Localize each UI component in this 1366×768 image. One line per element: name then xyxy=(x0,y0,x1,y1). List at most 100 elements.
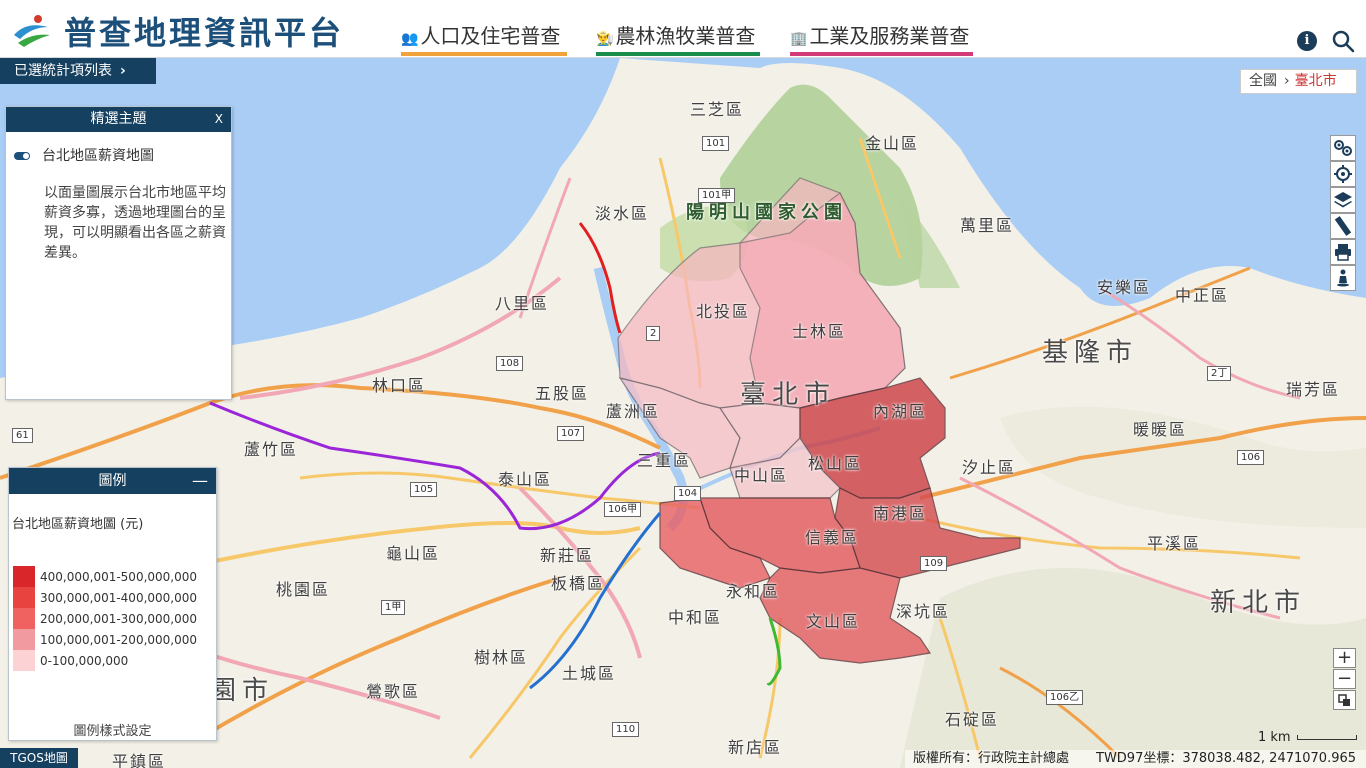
panel-title: 精選主題 xyxy=(90,111,147,127)
farmer-icon: 👨‍🌾 xyxy=(596,31,614,47)
building-icon: 🏢 xyxy=(790,31,808,47)
map-label: 萬里區 xyxy=(960,216,1015,235)
featured-theme-panel: 精選主題 X 台北地區薪資地圖 以面量圖展示台北市地區平均薪資多寡，透過地理圖台… xyxy=(5,106,232,400)
map-label: 淡水區 xyxy=(595,204,650,223)
legend-style-settings-button[interactable]: 圖例樣式設定 xyxy=(73,724,152,739)
map-label: 南港區 xyxy=(873,504,928,523)
legend-item: 200,000,001-300,000,000 xyxy=(13,608,197,629)
map-label: 板橋區 xyxy=(551,574,606,593)
map-label: 瑞芳區 xyxy=(1286,380,1341,399)
legend-title: 圖例 xyxy=(98,473,127,489)
map-label: 深坑區 xyxy=(896,602,951,621)
map-label: 三重區 xyxy=(637,451,692,470)
tab-agriculture-census[interactable]: 👨‍🌾 農林漁牧業普查 xyxy=(596,20,760,56)
legend-swatch xyxy=(13,566,35,587)
copyright-text: 版權所有：行政院主計總處 xyxy=(913,751,1070,766)
panel-header: 圖例 — xyxy=(9,468,216,494)
chevron-right-icon: › xyxy=(120,63,126,79)
header-bar: 普查地理資訊平台 👥 人口及住宅普查 👨‍🌾 農林漁牧業普查 🏢 工業及服務業普查 i xyxy=(0,0,1366,58)
zoom-in-button[interactable]: + xyxy=(1333,648,1356,668)
map-label: 內湖區 xyxy=(873,402,928,421)
legend-swatch xyxy=(13,650,35,671)
road-shield: 106 xyxy=(1237,450,1265,465)
selected-list-label: 已選統計項列表 xyxy=(14,63,112,79)
tab-industry-census[interactable]: 🏢 工業及服務業普查 xyxy=(790,20,973,56)
scale-bar: 1 km xyxy=(1258,730,1357,745)
map-label: 中和區 xyxy=(668,608,723,627)
road-shield: 107 xyxy=(557,426,585,441)
map-label: 金山區 xyxy=(865,134,920,153)
tab-label: 工業及服務業普查 xyxy=(809,24,970,48)
tab-label: 農林漁牧業普查 xyxy=(615,24,756,48)
map-label: 信義區 xyxy=(805,528,860,547)
collapse-icon[interactable]: — xyxy=(192,471,208,490)
print-icon[interactable] xyxy=(1330,239,1356,265)
road-shield: 2丁 xyxy=(1207,366,1232,381)
breadcrumb-current[interactable]: 臺北市 xyxy=(1294,73,1337,89)
map-label: 八里區 xyxy=(495,294,550,313)
road-shield: 1甲 xyxy=(381,600,406,615)
locate-icon[interactable] xyxy=(1330,161,1356,187)
map-label: 士林區 xyxy=(792,322,847,341)
legend-swatch xyxy=(13,587,35,608)
info-icon[interactable]: i xyxy=(1297,31,1317,51)
map-label: 桃園區 xyxy=(276,580,331,599)
legend-items: 400,000,001-500,000,000 300,000,001-400,… xyxy=(13,566,197,671)
legend-label: 400,000,001-500,000,000 xyxy=(40,569,198,584)
map-label: 三芝區 xyxy=(690,100,745,119)
search-icon[interactable] xyxy=(1330,28,1356,54)
map-label: 石碇區 xyxy=(945,710,1000,729)
map-source-badge[interactable]: TGOS地圖 xyxy=(0,748,78,768)
ruler-icon[interactable] xyxy=(1330,213,1356,239)
legend-map-title: 台北地區薪資地圖 (元) xyxy=(12,517,144,532)
map-label: 鶯歌區 xyxy=(366,682,421,701)
map-toolbar xyxy=(1330,135,1356,291)
map-canvas[interactable]: 三芝區 金山區 淡水區 萬里區 八里區 北投區 士林區 安樂區 中正區 林口區 … xyxy=(0,58,1366,768)
coordinate-readout: TWD97坐標：378038.482, 2471070.965 xyxy=(1096,751,1357,766)
map-label: 汐止區 xyxy=(962,458,1017,477)
theme-item-taipei-salary[interactable]: 台北地區薪資地圖 xyxy=(14,145,154,165)
site-title[interactable]: 普查地理資訊平台 xyxy=(64,14,345,52)
map-label: 中山區 xyxy=(734,466,789,485)
logo-icon xyxy=(14,15,50,47)
theme-item-label: 台北地區薪資地圖 xyxy=(42,148,154,164)
zoom-out-button[interactable]: − xyxy=(1333,669,1356,689)
tab-underline xyxy=(401,52,567,56)
panel-header: 精選主題 X xyxy=(6,107,231,132)
tab-underline xyxy=(596,52,760,56)
map-label: 平鎮區 xyxy=(112,752,167,768)
breadcrumb-nationwide[interactable]: 全國 xyxy=(1249,73,1277,89)
map-label: 永和區 xyxy=(726,582,781,601)
map-label: 新莊區 xyxy=(540,546,595,565)
map-label: 蘆洲區 xyxy=(606,402,661,421)
legend-panel: 圖例 — 台北地區薪資地圖 (元) 400,000,001-500,000,00… xyxy=(8,467,217,741)
map-label: 暖暖區 xyxy=(1133,420,1188,439)
theme-description: 以面量圖展示台北市地區平均薪資多寡，透過地理圖台的呈現，可以明顯看出各區之薪資差… xyxy=(44,185,226,261)
map-label: 北投區 xyxy=(696,302,751,321)
tab-population-census[interactable]: 👥 人口及住宅普查 xyxy=(401,20,567,56)
legend-label: 300,000,001-400,000,000 xyxy=(40,590,198,605)
road-shield: 110 xyxy=(612,722,640,737)
legend-swatch xyxy=(13,629,35,650)
road-shield: 101 xyxy=(702,136,730,151)
map-basemap xyxy=(0,58,1366,768)
map-label-national-park: 陽明山國家公園 xyxy=(686,202,847,223)
route-icon[interactable] xyxy=(1330,135,1356,161)
chevron-right-icon: › xyxy=(1284,73,1290,89)
map-label: 松山區 xyxy=(808,454,863,473)
close-icon[interactable]: X xyxy=(214,112,223,126)
road-shield: 101甲 xyxy=(698,188,736,203)
overview-toggle-icon[interactable] xyxy=(1333,690,1356,710)
people-icon: 👥 xyxy=(401,31,419,47)
legend-item: 300,000,001-400,000,000 xyxy=(13,587,197,608)
legend-item: 0-100,000,000 xyxy=(13,650,197,671)
street-view-icon[interactable] xyxy=(1330,265,1356,291)
map-label: 文山區 xyxy=(806,612,861,631)
toggle-icon[interactable] xyxy=(14,152,30,160)
road-shield: 61 xyxy=(12,428,33,443)
legend-label: 200,000,001-300,000,000 xyxy=(40,611,198,626)
breadcrumb: 全國 › 臺北市 xyxy=(1240,69,1357,94)
layers-icon[interactable] xyxy=(1330,187,1356,213)
selected-stats-list-button[interactable]: 已選統計項列表 › xyxy=(0,58,156,84)
road-shield: 106甲 xyxy=(604,502,642,517)
